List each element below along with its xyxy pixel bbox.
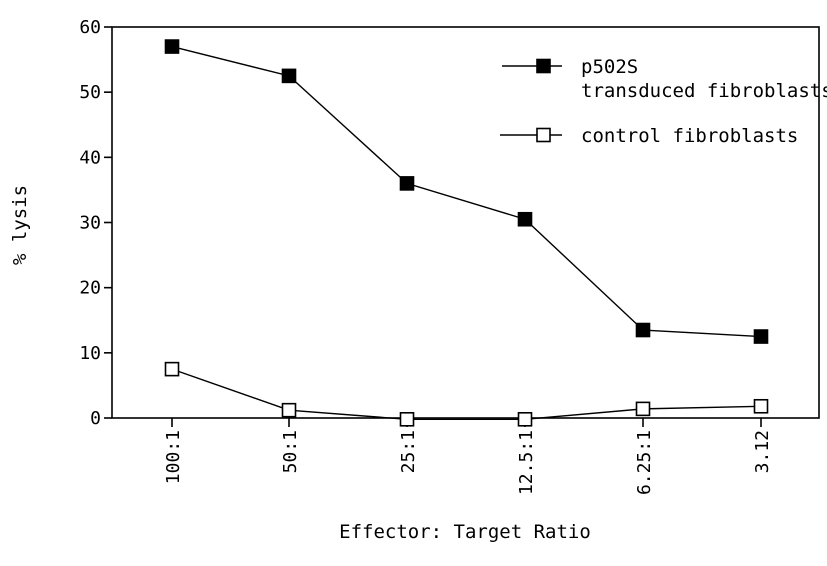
legend-label: transduced fibroblasts bbox=[581, 80, 827, 102]
y-tick-label: 40 bbox=[79, 147, 101, 168]
series-line bbox=[171, 368, 762, 421]
data-point-filled bbox=[753, 329, 769, 344]
x-tick-label: 50:1 bbox=[280, 430, 301, 473]
x-tick-label: 25:1 bbox=[398, 430, 419, 473]
series-control bbox=[164, 361, 769, 427]
series-p502s bbox=[164, 39, 769, 344]
x-tick-label: 3.12 bbox=[752, 430, 773, 473]
series-layer bbox=[164, 39, 769, 427]
data-point-filled bbox=[281, 68, 297, 84]
legend-marker-filled bbox=[536, 58, 551, 74]
data-point-filled bbox=[635, 322, 651, 338]
data-point-open bbox=[164, 361, 180, 377]
x-axis: 100:1 50:1 25:1 12.5:1 6.25:1 3.12 bbox=[163, 418, 773, 495]
x-tick-label: 100:1 bbox=[163, 430, 184, 484]
legend-entry: control fibroblasts bbox=[500, 125, 798, 147]
data-point-filled bbox=[399, 176, 415, 191]
y-axis: 0 10 20 30 40 50 60 bbox=[79, 17, 112, 429]
legend-label: control fibroblasts bbox=[581, 125, 798, 147]
data-point-open bbox=[517, 412, 533, 427]
data-point-open bbox=[399, 412, 415, 427]
y-tick-label: 0 bbox=[90, 408, 101, 429]
y-tick-label: 30 bbox=[79, 213, 101, 234]
x-tick-label: 6.25:1 bbox=[634, 430, 655, 495]
legend-label: p502S bbox=[581, 56, 638, 78]
y-tick-label: 10 bbox=[79, 343, 101, 364]
y-tick-label: 50 bbox=[79, 82, 101, 103]
x-tick-label: 12.5:1 bbox=[516, 430, 537, 495]
x-axis-title: Effector: Target Ratio bbox=[339, 521, 591, 543]
y-tick-label: 60 bbox=[79, 17, 101, 38]
data-point-open bbox=[753, 398, 769, 414]
data-point-open bbox=[635, 401, 651, 417]
data-point-open bbox=[281, 402, 297, 418]
y-tick-label: 20 bbox=[79, 278, 101, 299]
y-axis-title: % lysis bbox=[9, 185, 31, 265]
series-line bbox=[171, 45, 762, 338]
legend-marker-open bbox=[536, 127, 551, 143]
data-point-filled bbox=[517, 211, 533, 227]
data-point-filled bbox=[164, 39, 180, 54]
